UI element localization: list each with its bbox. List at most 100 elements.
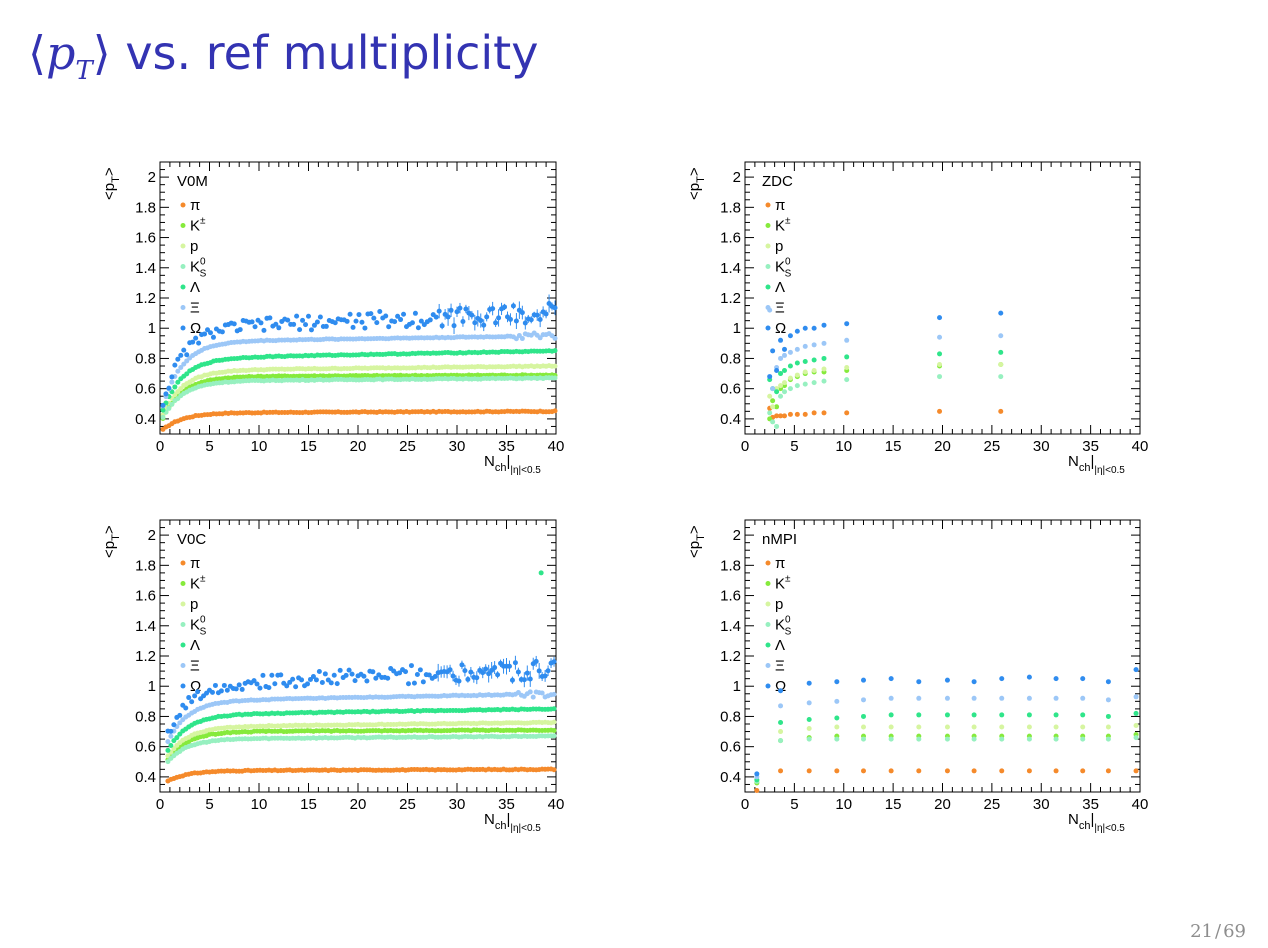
- data-point: [844, 337, 850, 343]
- data-point: [276, 325, 282, 331]
- y-tick-label: 1.6: [135, 230, 156, 247]
- legend-entry: Λ: [190, 637, 200, 654]
- x-tick-label: 35: [1082, 438, 1099, 455]
- data-point: [944, 712, 950, 718]
- title-var: p: [45, 26, 76, 80]
- y-tick-label: 1: [148, 320, 156, 337]
- data-point: [787, 333, 793, 339]
- data-point: [1080, 712, 1086, 718]
- data-point: [916, 768, 922, 774]
- data-point: [300, 317, 306, 323]
- data-point: [493, 320, 499, 326]
- data-point: [971, 679, 977, 685]
- data-point: [310, 673, 316, 679]
- data-point: [483, 666, 489, 672]
- data-point: [794, 346, 800, 352]
- data-point: [1053, 768, 1059, 774]
- data-point: [317, 314, 323, 320]
- legend-marker: [765, 284, 771, 290]
- x-tick-label: 40: [1132, 796, 1149, 813]
- data-point: [944, 736, 950, 742]
- legend-entry: Λ: [190, 279, 200, 296]
- data-point: [971, 724, 977, 730]
- y-tick-label: 1: [148, 678, 156, 695]
- data-point: [323, 323, 329, 329]
- data-point: [193, 335, 199, 341]
- data-point: [971, 712, 977, 718]
- data-point: [237, 327, 243, 333]
- x-tick-label: 40: [548, 438, 565, 455]
- legend-entry: π: [775, 197, 785, 214]
- x-tick-label: 15: [300, 796, 317, 813]
- x-tick-label: 10: [835, 796, 852, 813]
- data-point: [519, 310, 525, 316]
- data-point: [811, 410, 817, 416]
- data-point: [175, 368, 181, 374]
- slide-title: ⟨pT⟩ vs. ref multiplicity: [28, 26, 538, 86]
- data-point: [778, 413, 784, 419]
- data-point: [806, 736, 812, 742]
- data-point: [834, 768, 840, 774]
- data-point: [450, 673, 456, 679]
- data-point: [821, 410, 827, 416]
- data-point: [552, 335, 558, 341]
- data-point: [418, 318, 424, 324]
- legend-entry: π: [775, 555, 785, 572]
- x-tick-label: 0: [741, 796, 749, 813]
- data-point: [778, 729, 784, 735]
- legend-entry: Ξ: [775, 658, 785, 675]
- data-point: [398, 317, 404, 323]
- legend-marker: [765, 622, 771, 627]
- y-tick-label: 1.6: [720, 230, 741, 247]
- y-tick-label: 0.6: [135, 381, 156, 398]
- data-point: [209, 689, 215, 695]
- data-point: [888, 724, 894, 730]
- data-point: [888, 712, 894, 718]
- data-point: [202, 331, 208, 337]
- data-point: [551, 691, 557, 697]
- data-point: [811, 357, 817, 363]
- data-point: [844, 377, 850, 383]
- data-points: [160, 294, 558, 432]
- data-point: [806, 726, 812, 732]
- data-point: [269, 672, 275, 678]
- data-point: [166, 405, 172, 411]
- data-point: [806, 700, 812, 706]
- data-point: [456, 678, 462, 684]
- data-point: [172, 362, 178, 368]
- data-point: [533, 658, 539, 664]
- data-point: [1026, 674, 1032, 680]
- x-tick-label: 10: [251, 796, 268, 813]
- page-total: 69: [1223, 921, 1246, 942]
- data-point: [551, 733, 557, 739]
- data-point: [551, 719, 557, 725]
- data-point: [971, 695, 977, 701]
- data-point: [166, 385, 172, 391]
- data-point: [834, 715, 840, 721]
- data-point: [1026, 736, 1032, 742]
- y-tick-label: 1.8: [135, 199, 156, 216]
- data-point: [472, 320, 478, 326]
- legend-marker: [765, 325, 771, 331]
- legend-marker: [765, 663, 771, 668]
- data-point: [364, 678, 370, 684]
- plot-frame: [744, 161, 1141, 435]
- y-tick-label: 0.6: [135, 739, 156, 756]
- data-point: [328, 680, 334, 686]
- data-point: [1080, 768, 1086, 774]
- data-point: [221, 682, 227, 688]
- data-point: [169, 379, 175, 385]
- data-point: [794, 372, 800, 378]
- data-point: [1133, 768, 1139, 774]
- data-point: [794, 360, 800, 366]
- data-point: [239, 686, 245, 692]
- data-point: [273, 321, 279, 327]
- data-point: [177, 712, 183, 718]
- data-point: [361, 673, 367, 679]
- y-tick-label: 0.8: [720, 350, 741, 367]
- data-point: [774, 368, 780, 374]
- data-point: [261, 327, 267, 333]
- data-point: [806, 716, 812, 722]
- data-point: [770, 404, 776, 410]
